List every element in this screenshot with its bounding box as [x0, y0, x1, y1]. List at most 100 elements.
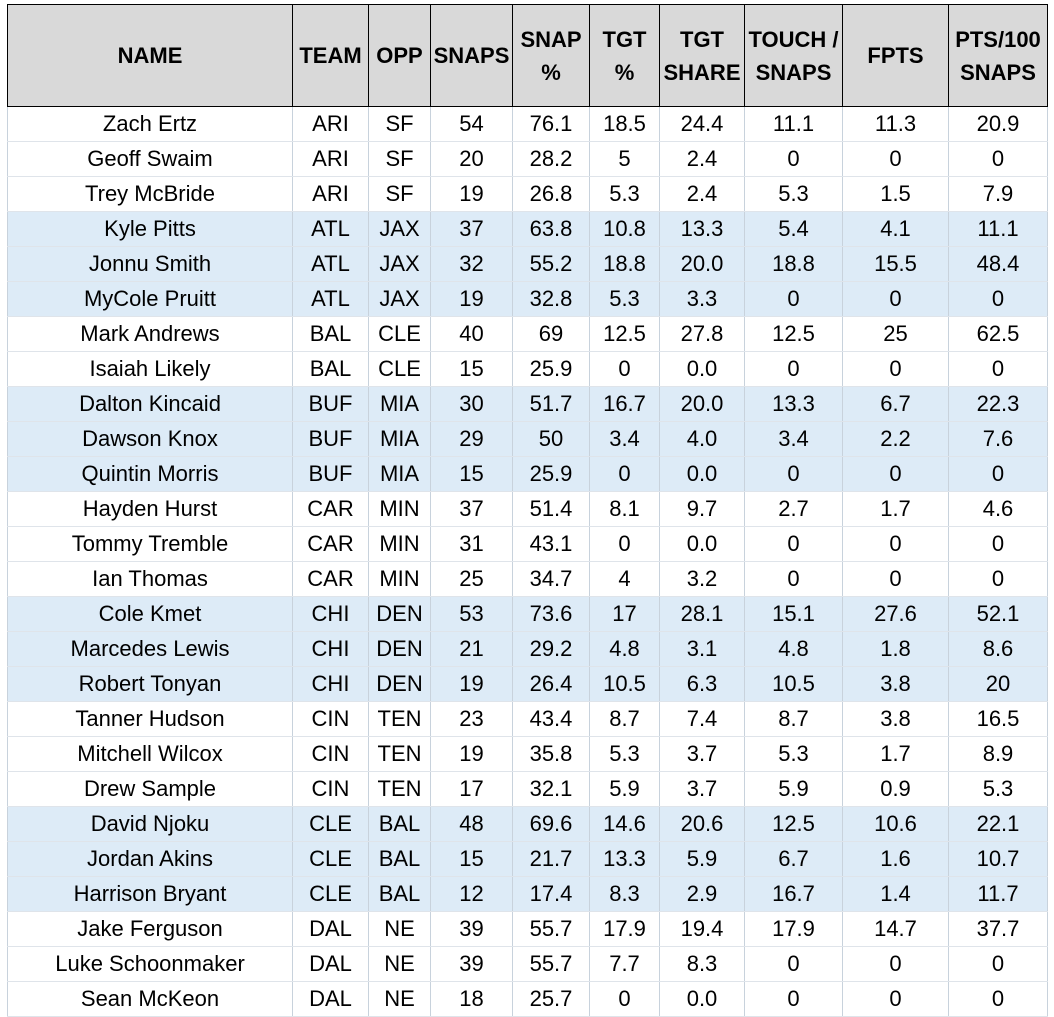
cell-snap-pct[interactable]: 29.2 — [512, 631, 590, 667]
cell-opp[interactable]: JAX — [368, 211, 431, 247]
cell-opp[interactable]: DEN — [368, 596, 431, 632]
cell-opp[interactable]: NE — [368, 946, 431, 982]
cell-touch-per-snaps[interactable]: 0 — [744, 561, 843, 597]
cell-snap-pct[interactable]: 69 — [512, 316, 590, 352]
cell-tgt-share[interactable]: 3.7 — [659, 771, 745, 807]
cell-snaps[interactable]: 37 — [430, 491, 513, 527]
cell-tgt-pct[interactable]: 8.3 — [589, 876, 660, 912]
cell-snap-pct[interactable]: 55.7 — [512, 911, 590, 947]
cell-team[interactable]: ARI — [292, 106, 369, 142]
cell-team[interactable]: CLE — [292, 876, 369, 912]
cell-name[interactable]: Robert Tonyan — [7, 666, 293, 702]
cell-fpts[interactable]: 0 — [842, 351, 949, 387]
cell-fpts[interactable]: 0 — [842, 456, 949, 492]
cell-tgt-share[interactable]: 27.8 — [659, 316, 745, 352]
cell-tgt-share[interactable]: 28.1 — [659, 596, 745, 632]
cell-team[interactable]: ATL — [292, 281, 369, 317]
cell-name[interactable]: Ian Thomas — [7, 561, 293, 597]
cell-tgt-pct[interactable]: 7.7 — [589, 946, 660, 982]
cell-pts-per-100-snaps[interactable]: 0 — [948, 351, 1048, 387]
cell-touch-per-snaps[interactable]: 10.5 — [744, 666, 843, 702]
cell-tgt-pct[interactable]: 5.3 — [589, 281, 660, 317]
cell-touch-per-snaps[interactable]: 6.7 — [744, 841, 843, 877]
cell-tgt-pct[interactable]: 14.6 — [589, 806, 660, 842]
cell-touch-per-snaps[interactable]: 16.7 — [744, 876, 843, 912]
cell-tgt-share[interactable]: 3.3 — [659, 281, 745, 317]
cell-opp[interactable]: DEN — [368, 666, 431, 702]
cell-snap-pct[interactable]: 25.9 — [512, 351, 590, 387]
cell-tgt-pct[interactable]: 10.8 — [589, 211, 660, 247]
cell-touch-per-snaps[interactable]: 0 — [744, 281, 843, 317]
cell-tgt-pct[interactable]: 17.9 — [589, 911, 660, 947]
cell-tgt-pct[interactable]: 5.3 — [589, 176, 660, 212]
cell-team[interactable]: DAL — [292, 946, 369, 982]
cell-snap-pct[interactable]: 25.7 — [512, 981, 590, 1017]
cell-pts-per-100-snaps[interactable]: 0 — [948, 946, 1048, 982]
cell-name[interactable]: David Njoku — [7, 806, 293, 842]
cell-tgt-share[interactable]: 13.3 — [659, 211, 745, 247]
cell-pts-per-100-snaps[interactable]: 20.9 — [948, 106, 1048, 142]
cell-pts-per-100-snaps[interactable]: 52.1 — [948, 596, 1048, 632]
cell-touch-per-snaps[interactable]: 0 — [744, 456, 843, 492]
cell-tgt-pct[interactable]: 8.1 — [589, 491, 660, 527]
cell-name[interactable]: Marcedes Lewis — [7, 631, 293, 667]
cell-opp[interactable]: SF — [368, 141, 431, 177]
cell-snaps[interactable]: 31 — [430, 526, 513, 562]
cell-touch-per-snaps[interactable]: 0 — [744, 526, 843, 562]
cell-snaps[interactable]: 20 — [430, 141, 513, 177]
cell-tgt-pct[interactable]: 18.8 — [589, 246, 660, 282]
cell-touch-per-snaps[interactable]: 5.9 — [744, 771, 843, 807]
cell-opp[interactable]: TEN — [368, 771, 431, 807]
cell-tgt-pct[interactable]: 18.5 — [589, 106, 660, 142]
cell-fpts[interactable]: 15.5 — [842, 246, 949, 282]
cell-fpts[interactable]: 0 — [842, 141, 949, 177]
cell-pts-per-100-snaps[interactable]: 5.3 — [948, 771, 1048, 807]
cell-fpts[interactable]: 0 — [842, 981, 949, 1017]
cell-fpts[interactable]: 0 — [842, 281, 949, 317]
cell-touch-per-snaps[interactable]: 0 — [744, 981, 843, 1017]
cell-team[interactable]: CIN — [292, 701, 369, 737]
cell-snap-pct[interactable]: 26.8 — [512, 176, 590, 212]
cell-touch-per-snaps[interactable]: 3.4 — [744, 421, 843, 457]
cell-tgt-share[interactable]: 20.6 — [659, 806, 745, 842]
cell-snap-pct[interactable]: 43.1 — [512, 526, 590, 562]
cell-snap-pct[interactable]: 17.4 — [512, 876, 590, 912]
cell-fpts[interactable]: 2.2 — [842, 421, 949, 457]
cell-fpts[interactable]: 1.8 — [842, 631, 949, 667]
cell-touch-per-snaps[interactable]: 13.3 — [744, 386, 843, 422]
cell-snaps[interactable]: 15 — [430, 841, 513, 877]
header-name[interactable]: NAME — [7, 4, 293, 107]
cell-snaps[interactable]: 19 — [430, 736, 513, 772]
cell-snaps[interactable]: 23 — [430, 701, 513, 737]
cell-snaps[interactable]: 12 — [430, 876, 513, 912]
cell-snaps[interactable]: 17 — [430, 771, 513, 807]
cell-tgt-share[interactable]: 0.0 — [659, 526, 745, 562]
cell-pts-per-100-snaps[interactable]: 0 — [948, 141, 1048, 177]
cell-pts-per-100-snaps[interactable]: 22.1 — [948, 806, 1048, 842]
cell-tgt-pct[interactable]: 0 — [589, 981, 660, 1017]
cell-tgt-pct[interactable]: 4.8 — [589, 631, 660, 667]
cell-fpts[interactable]: 0 — [842, 946, 949, 982]
cell-touch-per-snaps[interactable]: 0 — [744, 946, 843, 982]
header-touch-per-snaps[interactable]: TOUCH / SNAPS — [744, 4, 843, 107]
cell-team[interactable]: BUF — [292, 386, 369, 422]
cell-tgt-pct[interactable]: 3.4 — [589, 421, 660, 457]
cell-snap-pct[interactable]: 32.1 — [512, 771, 590, 807]
cell-opp[interactable]: BAL — [368, 806, 431, 842]
cell-opp[interactable]: MIA — [368, 421, 431, 457]
cell-snap-pct[interactable]: 35.8 — [512, 736, 590, 772]
cell-team[interactable]: BUF — [292, 456, 369, 492]
cell-pts-per-100-snaps[interactable]: 0 — [948, 981, 1048, 1017]
cell-pts-per-100-snaps[interactable]: 0 — [948, 561, 1048, 597]
cell-name[interactable]: Dawson Knox — [7, 421, 293, 457]
cell-tgt-share[interactable]: 0.0 — [659, 981, 745, 1017]
cell-touch-per-snaps[interactable]: 2.7 — [744, 491, 843, 527]
cell-tgt-share[interactable]: 0.0 — [659, 351, 745, 387]
cell-name[interactable]: Jake Ferguson — [7, 911, 293, 947]
cell-opp[interactable]: BAL — [368, 841, 431, 877]
cell-name[interactable]: Hayden Hurst — [7, 491, 293, 527]
cell-touch-per-snaps[interactable]: 5.4 — [744, 211, 843, 247]
cell-touch-per-snaps[interactable]: 0 — [744, 141, 843, 177]
cell-fpts[interactable]: 27.6 — [842, 596, 949, 632]
cell-tgt-share[interactable]: 6.3 — [659, 666, 745, 702]
